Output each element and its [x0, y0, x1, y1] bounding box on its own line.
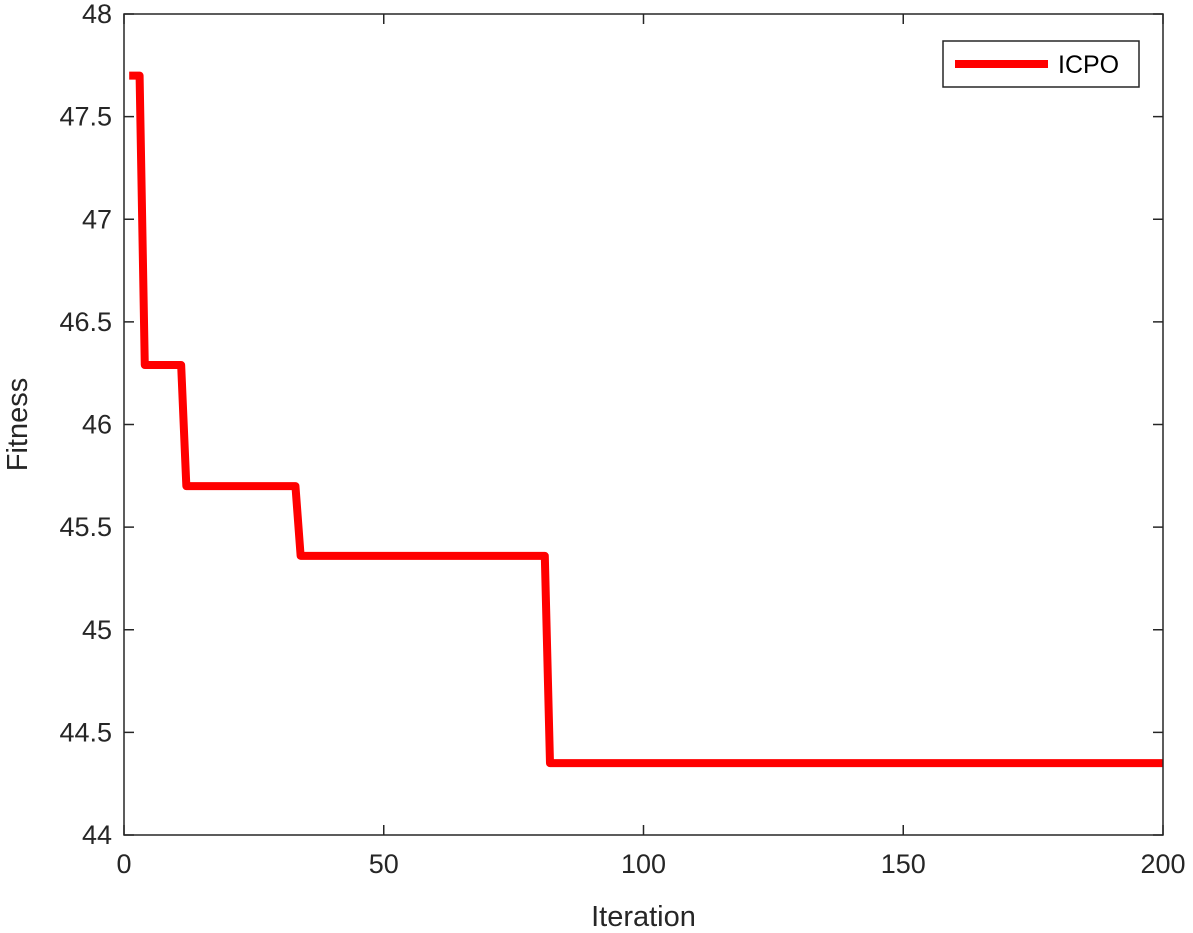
y-axis-ticks: 44 44.5 45 45.5 46 46.5 47 47.5 48 [59, 0, 1163, 850]
y-tick-label: 45 [82, 615, 112, 645]
y-axis-title: Fitness [2, 378, 34, 471]
y-tick-label: 46.5 [59, 307, 112, 337]
y-tick-label: 48 [82, 0, 112, 29]
x-tick-label: 150 [881, 849, 926, 879]
y-tick-label: 45.5 [59, 512, 112, 542]
y-tick-label: 44 [82, 820, 112, 850]
x-tick-label: 50 [369, 849, 399, 879]
legend: ICPO [942, 40, 1140, 88]
x-axis-title: Iteration [591, 901, 696, 933]
y-tick-label: 47.5 [59, 102, 112, 132]
x-axis-ticks: 0 50 100 150 200 [116, 14, 1186, 879]
series-layer [129, 71, 1163, 768]
x-tick-label: 200 [1140, 849, 1185, 879]
y-tick-label: 44.5 [59, 717, 112, 747]
series-line-icpo [129, 71, 1163, 768]
legend-label-icpo: ICPO [1058, 51, 1119, 79]
y-tick-label: 47 [82, 204, 112, 234]
x-tick-label: 0 [116, 849, 131, 879]
y-tick-label: 46 [82, 410, 112, 440]
x-tick-label: 100 [621, 849, 666, 879]
plot-area-frame [123, 13, 1164, 836]
